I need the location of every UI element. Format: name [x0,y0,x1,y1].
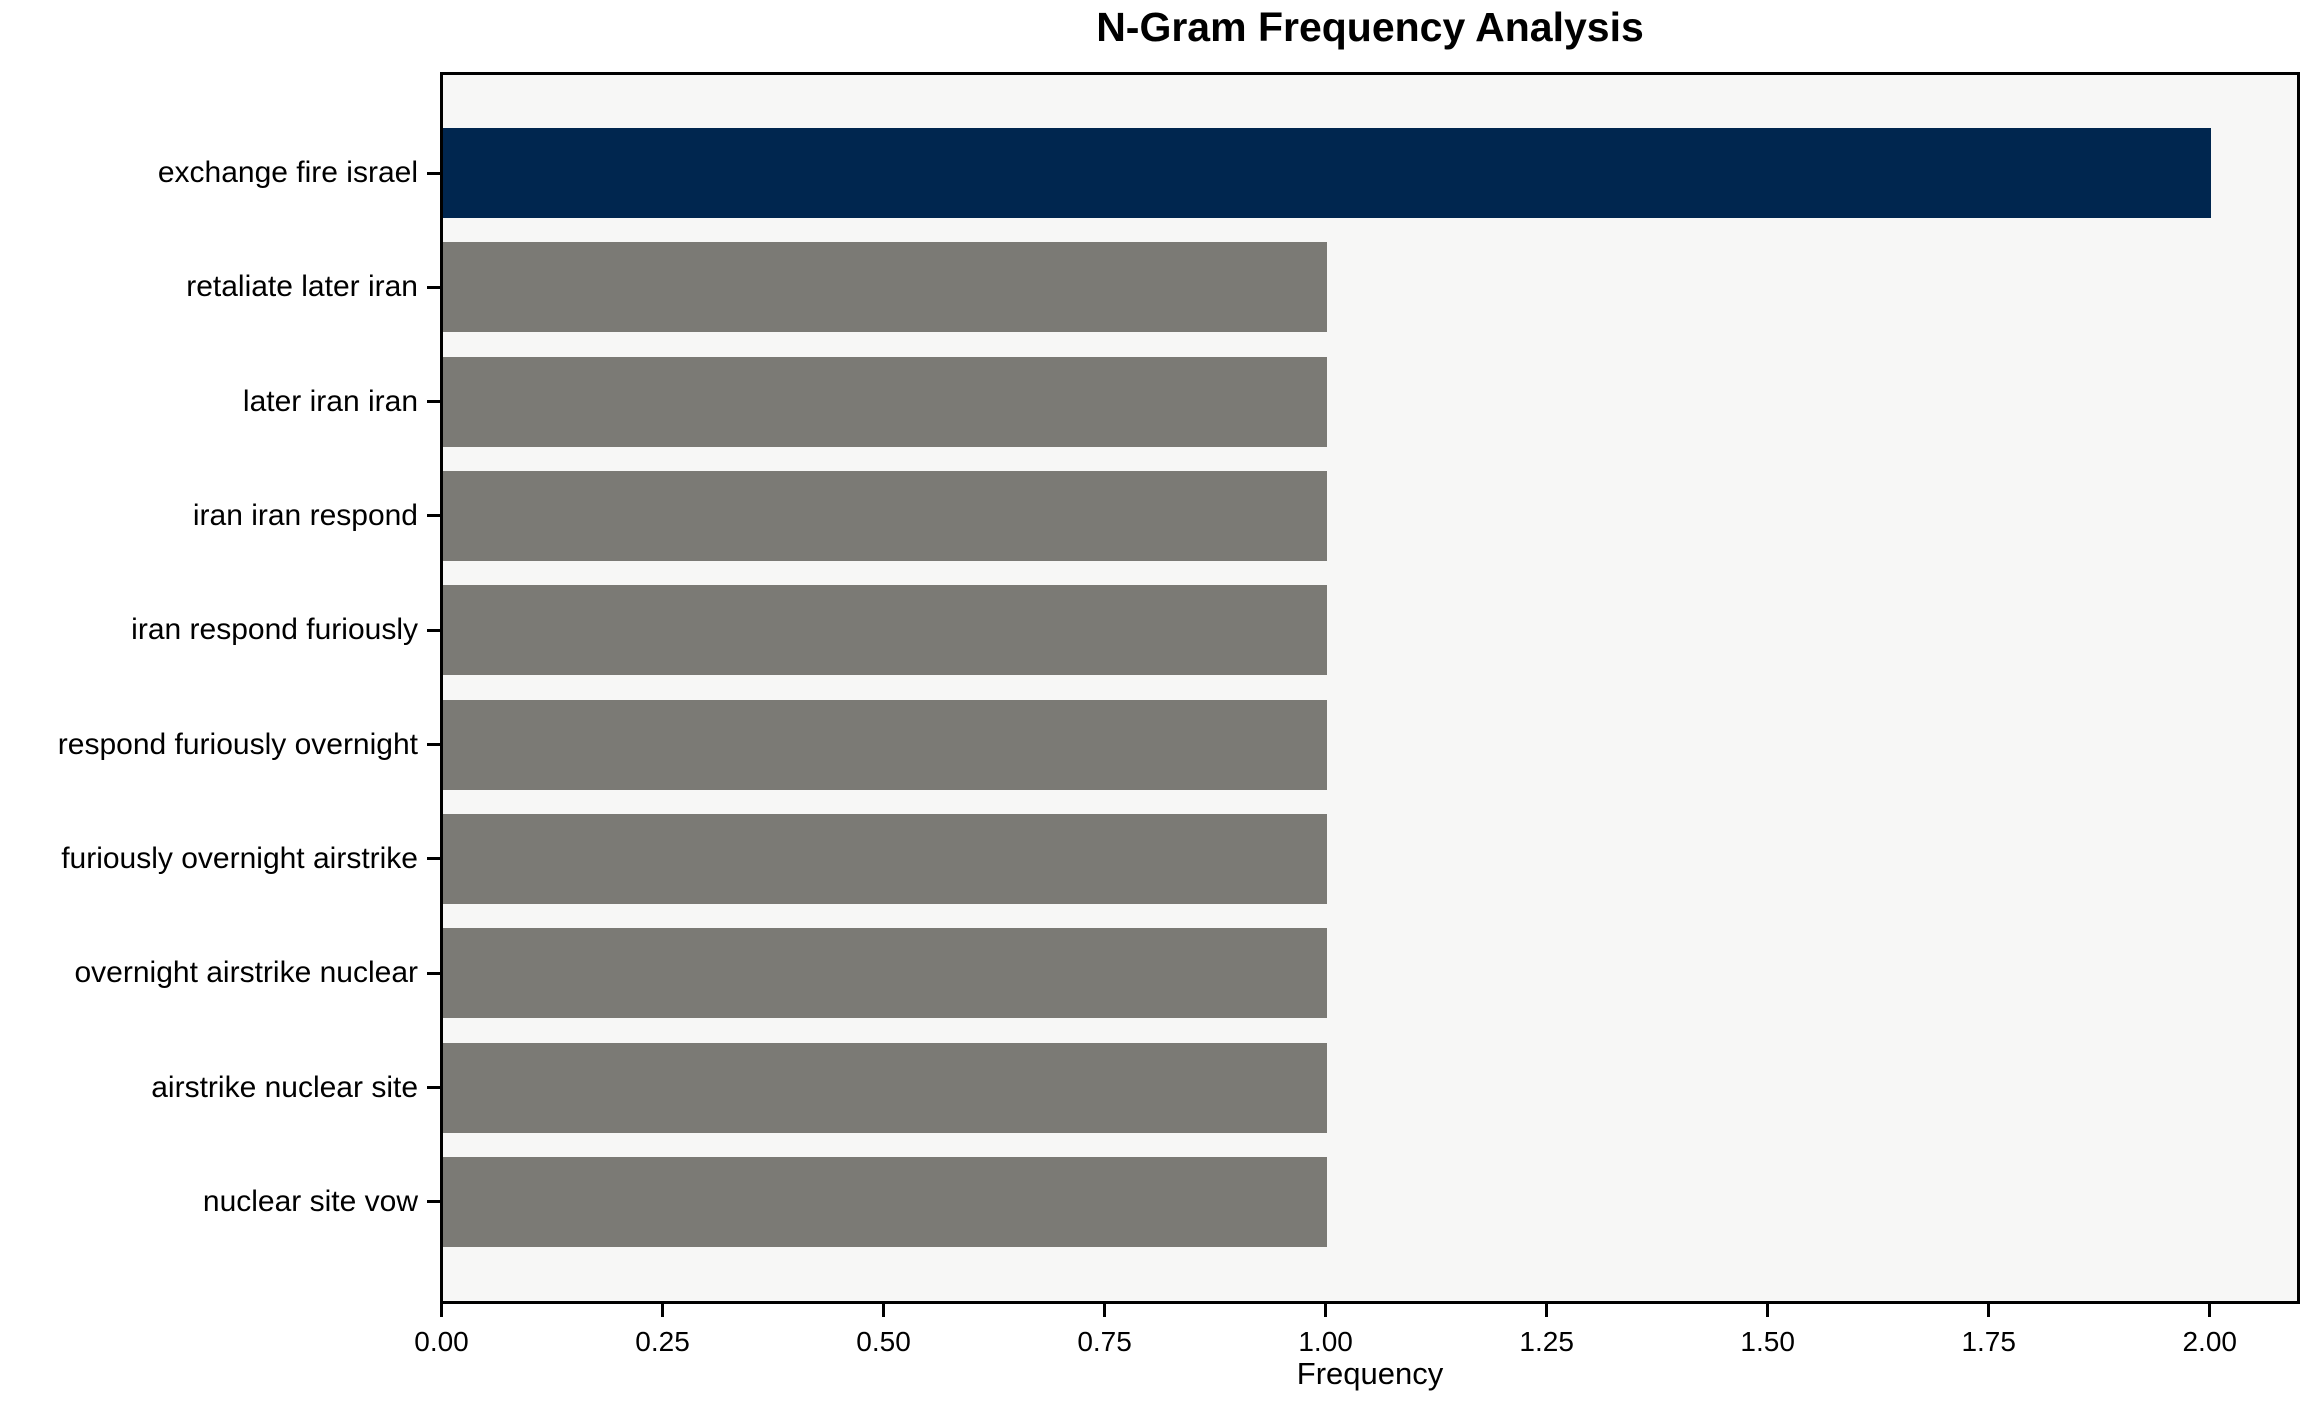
bar-furiously-overnight-airstrike [443,813,1328,904]
x-tick-mark [661,1304,665,1317]
bar-iran-respond-furiously [443,585,1328,676]
x-tick-label: 0.75 [1077,1326,1132,1357]
y-tick-mark [427,857,440,861]
y-tick-mark [427,743,440,747]
x-axis-label: Frequency [1296,1356,1444,1391]
x-tick-label: 1.00 [1298,1326,1353,1357]
x-tick-mark [2208,1304,2212,1317]
bar-airstrike-nuclear-site [443,1042,1328,1133]
y-tick-mark [427,514,440,518]
x-tick-label: 0.00 [414,1326,469,1357]
bar-retaliate-later-iran [443,242,1328,333]
x-tick-mark [440,1304,443,1317]
x-tick-label: 0.50 [856,1326,911,1357]
y-tick-label: retaliate later iran [186,270,418,304]
bar-later-iran-iran [443,356,1328,447]
y-tick-label: overnight airstrike nuclear [74,956,419,990]
bar-respond-furiously-overnight [443,699,1328,790]
bar-exchange-fire-israel [443,128,2212,218]
x-tick-mark [1324,1304,1328,1317]
y-tick-label: airstrike nuclear site [151,1070,418,1104]
bar-iran-iran-respond [443,470,1328,561]
y-tick-label: respond furiously overnight [57,727,418,761]
x-tick-label: 2.00 [2182,1326,2237,1357]
y-tick-mark [427,400,440,404]
y-tick-label: furiously overnight airstrike [61,841,418,875]
y-tick-mark [427,1086,440,1090]
y-tick-mark [427,971,440,975]
y-tick-mark [427,628,440,632]
y-tick-mark [427,1200,440,1204]
x-tick-mark [882,1304,886,1317]
y-tick-label: iran respond furiously [131,613,418,647]
bar-nuclear-site-vow [443,1156,1328,1247]
y-tick-label: nuclear site vow [202,1184,418,1218]
y-tick-mark [427,171,440,175]
chart-title: N-Gram Frequency Analysis [1096,4,1644,50]
y-tick-label: exchange fire israel [157,156,418,189]
y-tick-label: iran iran respond [192,498,418,532]
x-tick-mark [1545,1304,1549,1317]
x-tick-label: 0.25 [635,1326,690,1357]
x-tick-label: 1.25 [1519,1326,1574,1357]
x-tick-mark [1987,1304,1991,1317]
x-tick-label: 1.75 [1961,1326,2016,1357]
plot-area [440,72,2300,1304]
x-tick-mark [1766,1304,1770,1317]
bar-overnight-airstrike-nuclear [443,928,1328,1019]
x-tick-mark [1103,1304,1107,1317]
x-tick-label: 1.50 [1740,1326,1795,1357]
y-tick-mark [427,285,440,289]
y-tick-label: later iran iran [242,384,418,418]
